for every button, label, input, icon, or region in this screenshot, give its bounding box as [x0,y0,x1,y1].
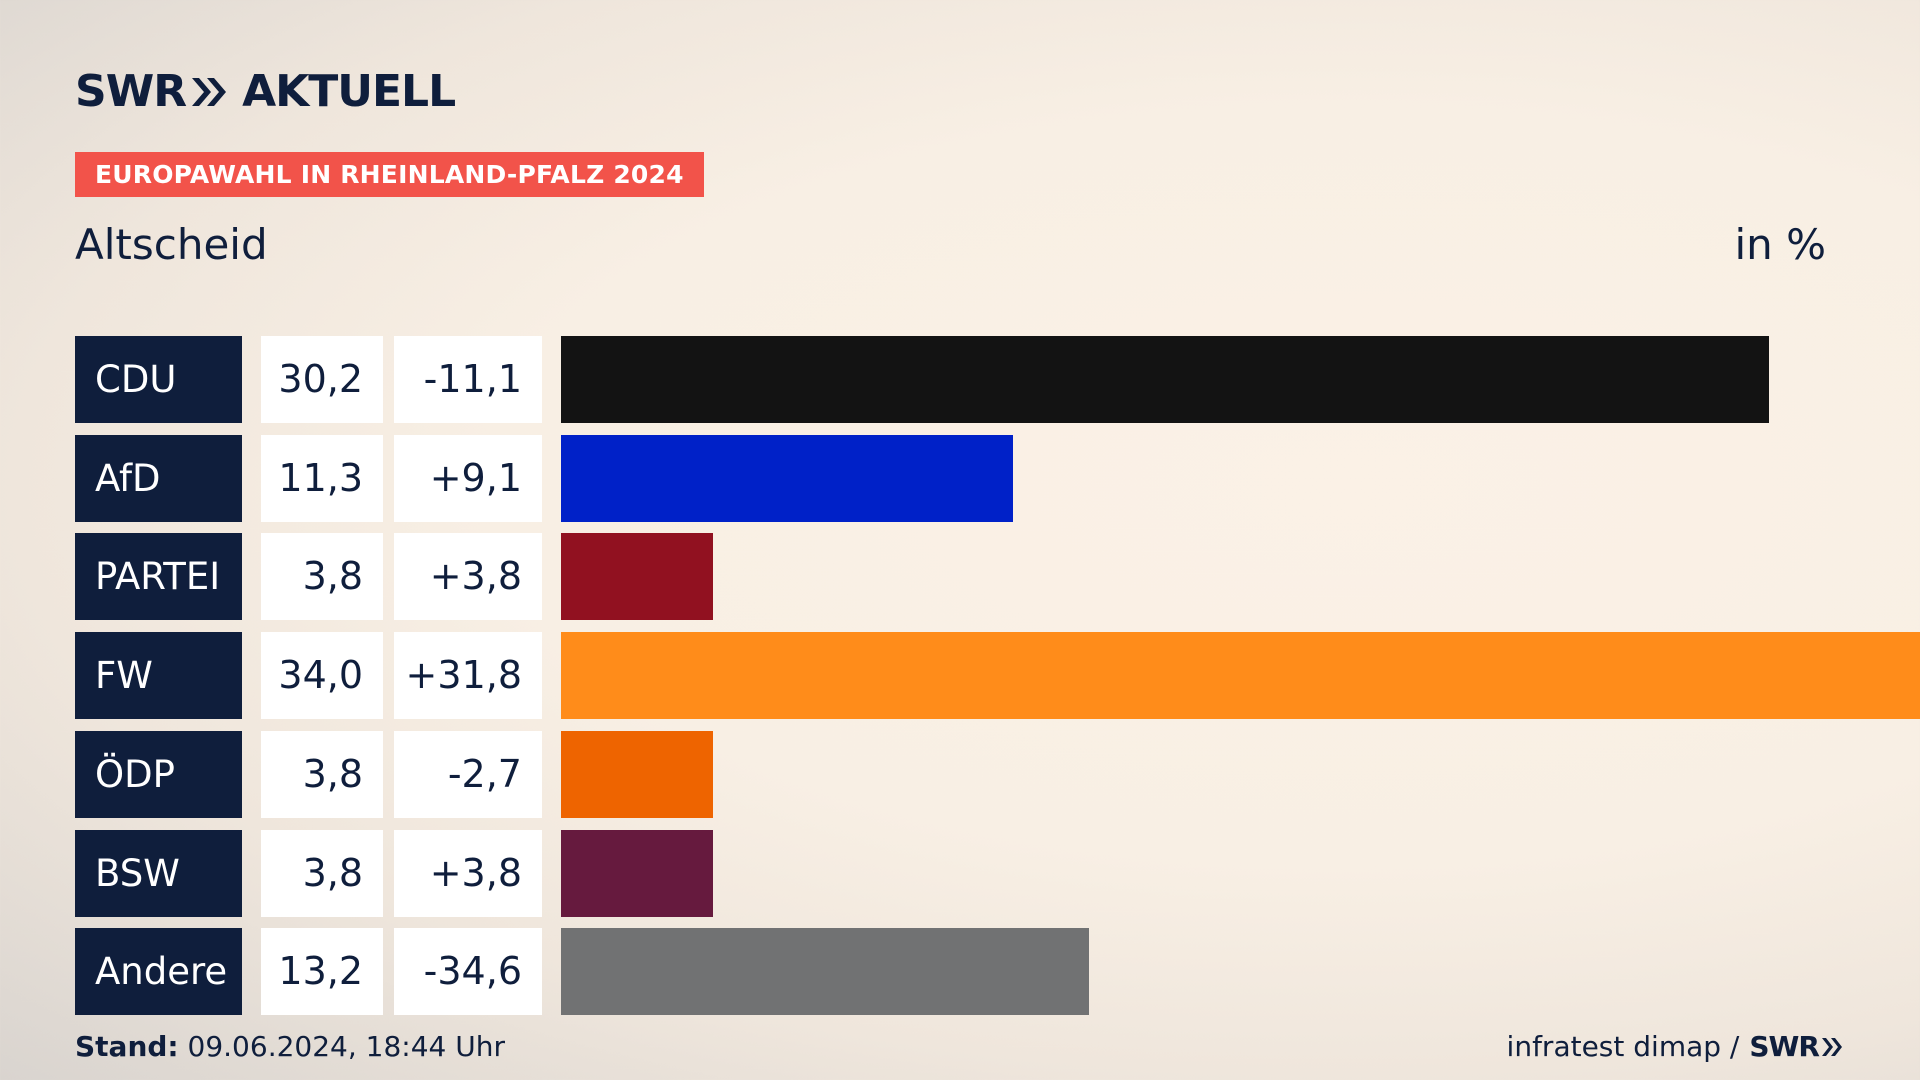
vote-share-label: 3,8 [261,533,383,621]
place-title: Altscheid [75,220,268,269]
change-label: +3,8 [394,533,542,621]
result-row: FW 34,0 +31,8 [75,632,1920,720]
double-chevron-icon [1822,1037,1842,1056]
change-label: -2,7 [394,730,542,818]
result-bar [561,533,713,621]
vote-share-label: 11,3 [261,434,383,522]
change-label: -34,6 [394,928,542,1016]
brand-swr: SWR [75,66,187,117]
result-bar [561,632,1920,720]
stand-value: 09.06.2024, 18:44 Uhr [187,1030,505,1063]
vote-share-label: 13,2 [261,928,383,1016]
unit-label: in % [1734,220,1826,269]
election-badge: EUROPAWAHL IN RHEINLAND-PFALZ 2024 [75,152,704,197]
change-label: +31,8 [394,632,542,720]
party-label: PARTEI [75,533,242,621]
party-label: FW [75,632,242,720]
result-row: PARTEI 3,8 +3,8 [75,533,1845,621]
party-label: Andere [75,928,242,1016]
result-row: Andere 13,2 -34,6 [75,928,1845,1016]
vote-share-label: 3,8 [261,730,383,818]
vote-share-label: 3,8 [261,829,383,917]
party-label: CDU [75,336,242,423]
result-row: CDU 30,2 -11,1 [75,336,1845,423]
source-info: infratest dimap / SWR [1507,1030,1845,1063]
change-label: +3,8 [394,829,542,917]
brand-aktuell: AKTUELL [242,66,456,117]
result-bar [561,434,1013,522]
stand-label: Stand: [75,1030,179,1063]
result-bar [561,336,1769,423]
result-row: ÖDP 3,8 -2,7 [75,730,1845,818]
party-label: BSW [75,829,242,917]
result-bar [561,730,713,818]
change-label: -11,1 [394,336,542,423]
source-text: infratest dimap / [1506,1030,1740,1063]
change-label: +9,1 [394,434,542,522]
result-row: BSW 3,8 +3,8 [75,829,1845,917]
source-swr-logo: SWR [1749,1030,1845,1063]
stand-info: Stand: 09.06.2024, 18:44 Uhr [75,1030,505,1063]
party-label: ÖDP [75,730,242,818]
result-bar [561,928,1089,1016]
swr-aktuell-logo: SWR AKTUELL [75,66,456,117]
result-row: AfD 11,3 +9,1 [75,434,1845,522]
source-swr-text: SWR [1749,1030,1820,1063]
double-chevron-icon [190,75,228,109]
vote-share-label: 34,0 [261,632,383,720]
party-label: AfD [75,434,242,522]
result-bar [561,829,713,917]
vote-share-label: 30,2 [261,336,383,423]
